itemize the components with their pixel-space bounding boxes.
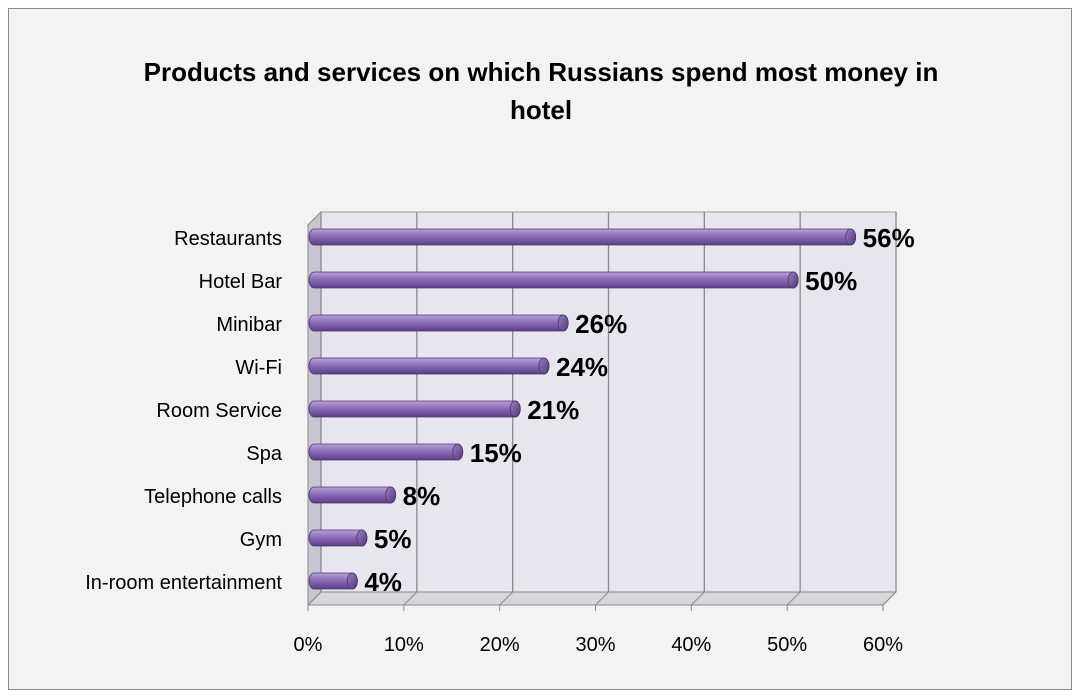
x-tick-label: 30% [575, 634, 615, 656]
x-tick-label: 10% [384, 634, 424, 656]
x-tick-label: 20% [480, 634, 520, 656]
data-label: 26% [575, 309, 627, 339]
x-tick-label: 60% [863, 634, 903, 656]
category-labels: Restaurants Hotel Bar Minibar Wi-Fi Room Ser… [85, 228, 283, 594]
data-label: 4% [364, 567, 402, 597]
gridline-floor [307, 591, 322, 606]
bar-end-cap [452, 443, 464, 461]
data-label: 56% [863, 223, 915, 253]
category-label: Room Service [156, 400, 282, 422]
bar [308, 228, 857, 246]
gridline-floor [690, 591, 705, 606]
chart-title: Products and services on which Russians … [9, 53, 1073, 129]
gridline-floor [882, 591, 897, 606]
bar [308, 400, 521, 418]
chart-title-line-1: Products and services on which Russians … [143, 57, 939, 87]
x-tick-label: 40% [671, 634, 711, 656]
chart-title-line-2: hotel [509, 95, 573, 125]
data-label: 50% [805, 266, 857, 296]
bars [308, 228, 857, 590]
data-labels: 56%50% 26% 24% 21%15% 8% 5% 4% [364, 223, 914, 597]
x-tick-label: 0% [294, 634, 323, 656]
category-label: Restaurants [174, 228, 282, 250]
category-label: Wi-Fi [235, 357, 282, 379]
bar-end-cap [385, 486, 397, 504]
bar [308, 357, 550, 375]
gridline-floor [595, 591, 609, 606]
x-tick-labels: 0% 10% 20% 30% 40% 50% 60% [294, 634, 904, 656]
bar [308, 486, 397, 504]
gridline-floor [499, 591, 514, 606]
category-label: In-room entertainment [85, 572, 282, 594]
data-label: 8% [403, 481, 441, 511]
bar-end-cap [787, 271, 799, 289]
bar [308, 443, 464, 461]
data-label: 15% [470, 438, 522, 468]
category-label: Telephone calls [144, 486, 282, 508]
bar-end-cap [356, 529, 368, 547]
data-label: 21% [527, 395, 579, 425]
bar [308, 271, 799, 289]
data-label: 24% [556, 352, 608, 382]
bar-end-cap [557, 314, 569, 332]
category-label: Hotel Bar [199, 271, 283, 293]
bar-end-cap [346, 572, 358, 590]
bar-end-cap [845, 228, 857, 246]
category-label: Gym [240, 529, 282, 551]
category-label: Minibar [216, 314, 282, 336]
gridline-floor [786, 591, 801, 606]
bar-end-cap [538, 357, 550, 375]
gridline-floor [403, 591, 418, 606]
x-tick-label: 50% [767, 634, 807, 656]
category-label: Spa [246, 443, 282, 465]
bar-end-cap [509, 400, 521, 418]
data-label: 5% [374, 524, 412, 554]
bar [308, 314, 569, 332]
